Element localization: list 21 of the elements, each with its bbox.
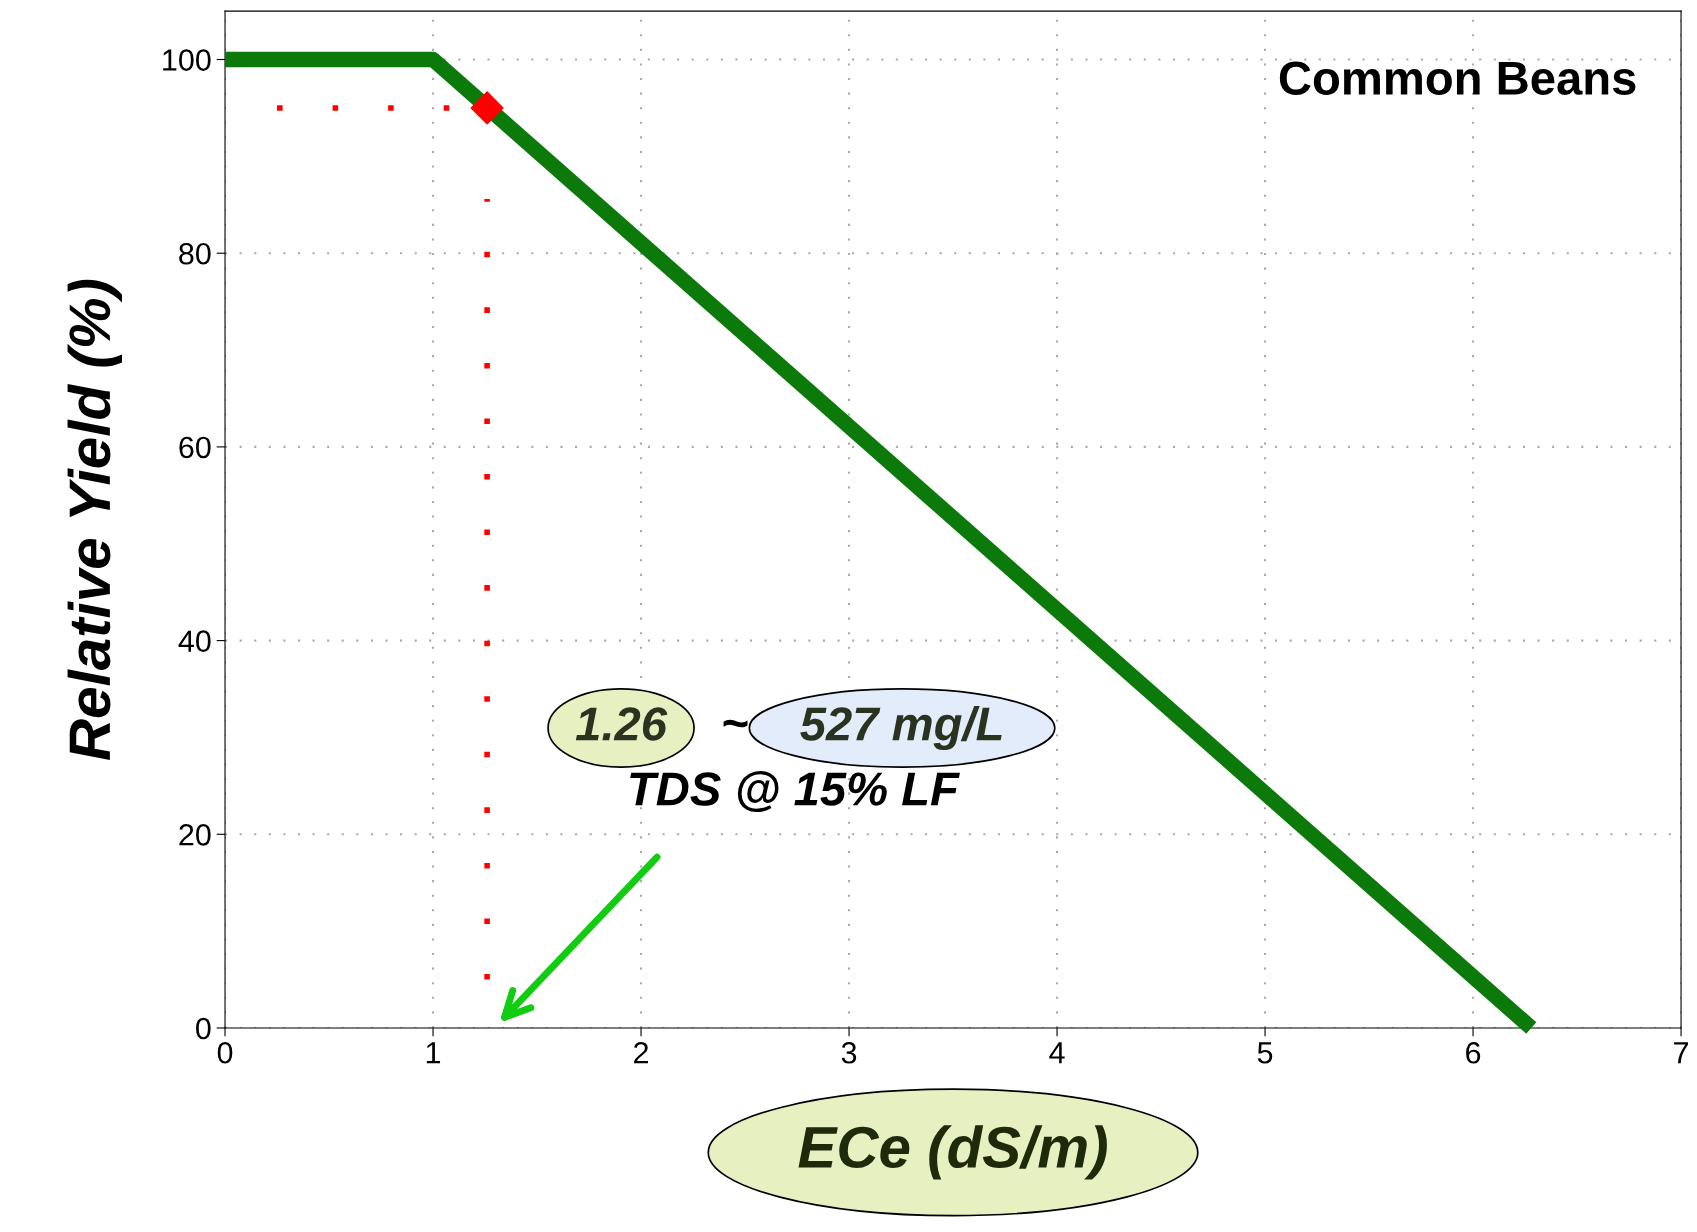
annotation: 1.26	[575, 707, 668, 741]
y-tick-label: 0	[196, 1017, 211, 1040]
x-tick-label: 7	[1674, 1042, 1689, 1064]
y-axis-title: Relative Yield (%)	[67, 279, 122, 761]
y-tick-label: 20	[179, 824, 211, 846]
text: Common Beans	[1279, 61, 1636, 95]
y-tick-label: 40	[178, 630, 211, 652]
x-tick-label: 2	[634, 1041, 648, 1064]
annotation: TDS @ 15% LF	[630, 771, 960, 813]
x-tick-label: 4	[1049, 1042, 1065, 1064]
y-tick-label: 80	[179, 242, 211, 265]
x-tick-label: 1	[426, 1042, 441, 1064]
y-tick-label: 100	[163, 49, 211, 71]
y-tick-label: 60	[179, 436, 211, 459]
x-axis-title: ECe (dS/m)	[798, 1125, 1107, 1180]
x-tick-label: 0	[217, 1041, 233, 1064]
annotation: 527 mg/L	[800, 705, 1002, 751]
x-tick-label: 3	[841, 1041, 857, 1064]
annotation: ~	[723, 719, 748, 728]
x-tick-label: 5	[1257, 1042, 1273, 1064]
x-tick-label: 6	[1466, 1041, 1481, 1064]
